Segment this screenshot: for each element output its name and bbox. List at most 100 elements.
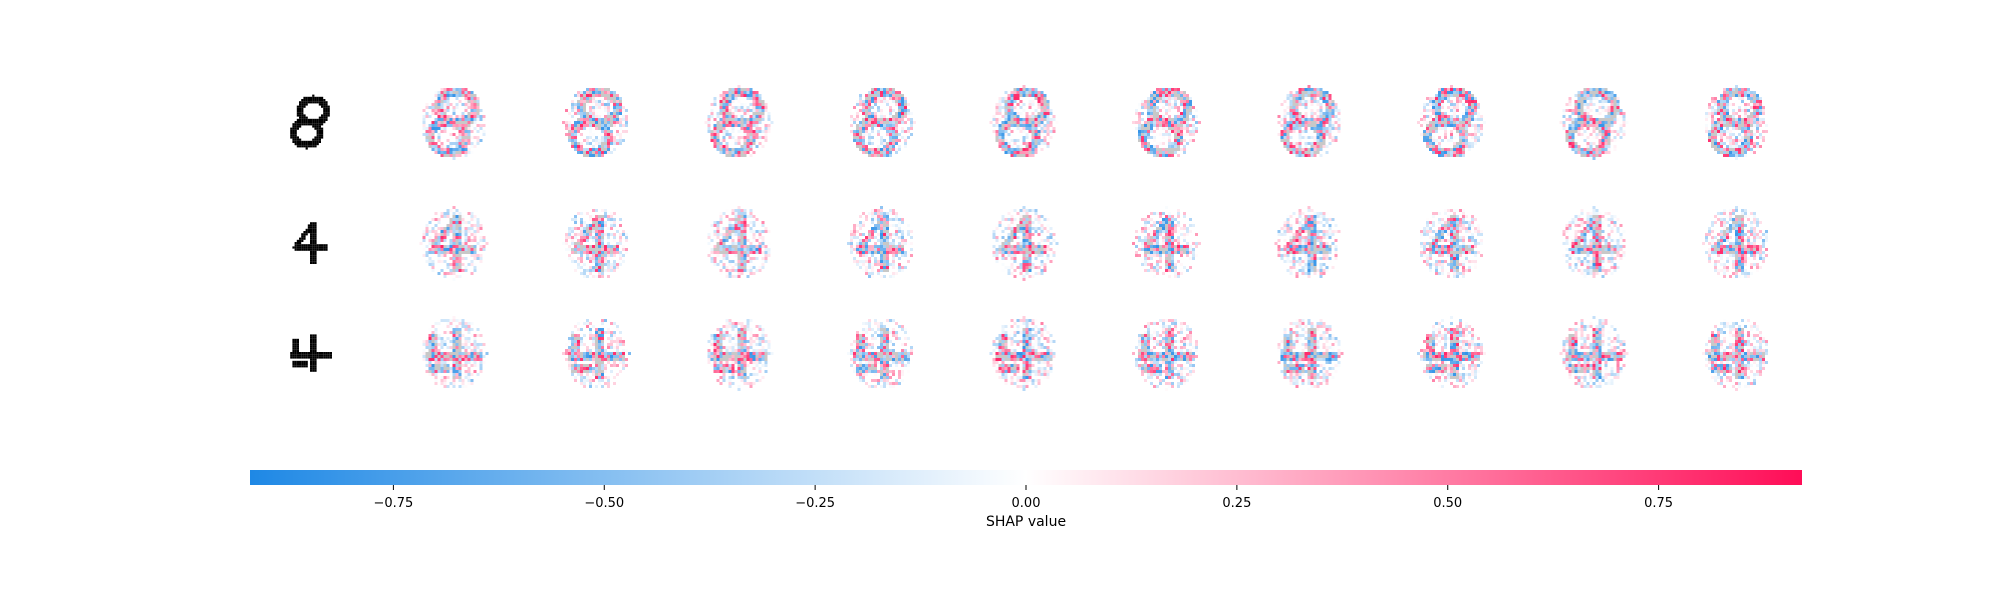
image-pixel [1025, 133, 1029, 136]
image-pixel [1046, 133, 1050, 136]
image-pixel [434, 103, 438, 106]
image-pixel [886, 254, 889, 257]
image-pixel [296, 118, 299, 121]
image-pixel [321, 246, 324, 249]
image-pixel [565, 127, 568, 130]
image-pixel [1001, 263, 1005, 266]
image-pixel [716, 142, 720, 145]
image-pixel [592, 251, 595, 254]
image-pixel [746, 224, 750, 227]
image-pixel [1562, 121, 1566, 124]
image-pixel [1432, 139, 1435, 142]
image-pixel [746, 106, 750, 109]
image-pixel [1750, 106, 1753, 109]
image-pixel [589, 236, 592, 239]
image-pixel [761, 242, 765, 245]
image-pixel [467, 91, 471, 94]
image-pixel [892, 224, 895, 227]
image-pixel [710, 257, 714, 260]
image-pixel [722, 239, 726, 242]
image-pixel [880, 88, 883, 91]
image-pixel [586, 257, 589, 260]
image-pixel [1177, 88, 1180, 91]
image-pixel [1583, 115, 1587, 118]
image-pixel [1289, 109, 1293, 112]
image-pixel [749, 145, 753, 148]
image-pixel [719, 242, 723, 245]
image-pixel [479, 115, 483, 118]
image-pixel [301, 107, 304, 110]
image-pixel [1165, 221, 1168, 224]
image-pixel [294, 121, 297, 124]
image-pixel [482, 239, 486, 242]
image-pixel [1034, 121, 1038, 124]
image-pixel [880, 148, 883, 151]
image-pixel [616, 109, 619, 112]
image-pixel [571, 139, 574, 142]
image-pixel [1037, 266, 1041, 269]
image-pixel [452, 245, 456, 248]
image-pixel [725, 230, 729, 233]
image-pixel [910, 230, 913, 233]
image-pixel [716, 130, 720, 133]
image-pixel [592, 88, 595, 91]
image-pixel [877, 139, 880, 142]
image-pixel [303, 103, 306, 106]
image-pixel [725, 236, 729, 239]
image-pixel [1756, 118, 1759, 121]
image-pixel [1153, 136, 1156, 139]
image-pixel [719, 94, 723, 97]
image-pixel [592, 218, 595, 221]
image-pixel [571, 227, 574, 230]
image-pixel [464, 245, 468, 248]
image-pixel [1571, 118, 1575, 121]
image-pixel [1738, 139, 1741, 142]
image-pixel [307, 145, 310, 148]
image-pixel [1034, 257, 1038, 260]
image-pixel [1168, 130, 1171, 133]
image-pixel [1043, 115, 1047, 118]
image-pixel [1435, 127, 1438, 130]
image-pixel [1459, 121, 1462, 124]
image-pixel [1001, 142, 1005, 145]
image-pixel [734, 97, 738, 100]
image-pixel [619, 254, 622, 257]
image-pixel [1753, 115, 1756, 118]
image-pixel [1165, 206, 1168, 209]
image-pixel [1174, 218, 1177, 221]
image-pixel [1456, 133, 1459, 136]
image-pixel [312, 255, 315, 258]
image-pixel [737, 85, 741, 88]
image-pixel [886, 100, 889, 103]
image-pixel [1138, 112, 1141, 115]
image-pixel [713, 124, 717, 127]
image-pixel [1298, 130, 1302, 133]
image-pixel [1592, 124, 1596, 127]
image-pixel [850, 239, 853, 242]
image-pixel [1589, 118, 1593, 121]
image-pixel [1592, 94, 1596, 97]
image-pixel [1028, 275, 1032, 278]
image-pixel [1462, 97, 1465, 100]
image-pixel [470, 212, 474, 215]
image-pixel [904, 254, 907, 257]
image-pixel [904, 130, 907, 133]
image-pixel [458, 245, 462, 248]
image-pixel [737, 245, 741, 248]
image-pixel [1465, 109, 1468, 112]
image-pixel [1034, 94, 1038, 97]
image-pixel [321, 118, 324, 121]
image-pixel [883, 97, 886, 100]
image-pixel [604, 118, 607, 121]
image-pixel [301, 145, 304, 148]
image-pixel [877, 257, 880, 260]
image-pixel [871, 266, 874, 269]
image-pixel [434, 100, 438, 103]
image-pixel [889, 236, 892, 239]
image-pixel [874, 227, 877, 230]
image-pixel [850, 245, 853, 248]
image-pixel [731, 275, 735, 278]
image-pixel [856, 124, 859, 127]
image-pixel [910, 112, 913, 115]
image-pixel [764, 127, 768, 130]
